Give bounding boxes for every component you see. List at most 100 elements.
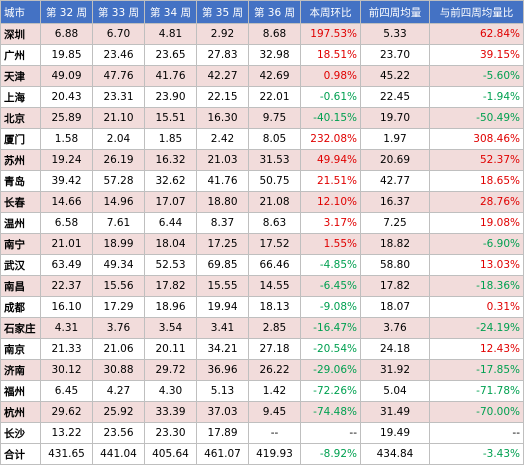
cell-w36: 8.63 (248, 212, 301, 234)
cell-city: 深圳 (0, 23, 41, 45)
cell-wow: 3.17% (300, 212, 361, 234)
header-wow: 本周环比 (300, 0, 361, 24)
cell-w33: 6.70 (92, 23, 145, 45)
cell-w34: 17.07 (144, 191, 197, 213)
cell-w36: 8.68 (248, 23, 301, 45)
cell-avg4: 45.22 (360, 65, 430, 87)
header-week-32: 第 32 周 (40, 0, 93, 24)
cell-avg4: 434.84 (360, 443, 430, 465)
cell-w32: 49.09 (40, 65, 93, 87)
cell-w36: 22.01 (248, 86, 301, 108)
cell-avg4: 23.70 (360, 44, 430, 66)
cell-w36: 8.05 (248, 128, 301, 150)
cell-w33: 17.29 (92, 296, 145, 318)
cell-wow: 12.10% (300, 191, 361, 213)
cell-w32: 22.37 (40, 275, 93, 297)
cell-w35: 5.13 (196, 380, 249, 402)
cell-w34: 23.30 (144, 422, 197, 444)
cell-vs-avg4: 18.65% (429, 170, 524, 192)
table-row: 上海 20.43 23.31 23.90 22.15 22.01 -0.61% 22.45 -1… (0, 86, 524, 108)
cell-w33: 15.56 (92, 275, 145, 297)
cell-vs-avg4: 52.37% (429, 149, 524, 171)
cell-wow: -8.92% (300, 443, 361, 465)
cell-w35: 17.25 (196, 233, 249, 255)
cell-avg4: 1.97 (360, 128, 430, 150)
cell-w36: 27.18 (248, 338, 301, 360)
cell-w32: 30.12 (40, 359, 93, 381)
cell-w34: 29.72 (144, 359, 197, 381)
cell-w36: 1.42 (248, 380, 301, 402)
cell-vs-avg4: 39.15% (429, 44, 524, 66)
cell-w33: 18.99 (92, 233, 145, 255)
cell-w34: 1.85 (144, 128, 197, 150)
cell-w33: 23.56 (92, 422, 145, 444)
cell-vs-avg4: -6.90% (429, 233, 524, 255)
header-vs-avg4: 与前四周均量比 (429, 0, 524, 24)
total-row: 合计 431.65 441.04 405.64 461.07 419.93 -8.92% 43… (0, 443, 524, 465)
cell-w32: 19.85 (40, 44, 93, 66)
cell-w36: 2.85 (248, 317, 301, 339)
cell-w36: 9.75 (248, 107, 301, 129)
table-row: 石家庄 4.31 3.76 3.54 3.41 2.85 -16.47% 3.76 -24.19… (0, 317, 524, 339)
cell-avg4: 5.33 (360, 23, 430, 45)
cell-w35: 2.92 (196, 23, 249, 45)
cell-vs-avg4: -50.49% (429, 107, 524, 129)
cell-w33: 3.76 (92, 317, 145, 339)
cell-w32: 29.62 (40, 401, 93, 423)
cell-city: 上海 (0, 86, 41, 108)
cell-avg4: 7.25 (360, 212, 430, 234)
table-row: 南宁 21.01 18.99 18.04 17.25 17.52 1.55% 18.82 -6.… (0, 233, 524, 255)
cell-w32: 4.31 (40, 317, 93, 339)
table-row: 青岛 39.42 57.28 32.62 41.76 50.75 21.51% 42.77 18… (0, 170, 524, 192)
cell-w34: 32.62 (144, 170, 197, 192)
cell-wow: 197.53% (300, 23, 361, 45)
cell-avg4: 19.49 (360, 422, 430, 444)
cell-w33: 47.76 (92, 65, 145, 87)
cell-wow: -29.06% (300, 359, 361, 381)
cell-w34: 17.82 (144, 275, 197, 297)
cell-wow: -72.26% (300, 380, 361, 402)
table-row: 天津 49.09 47.76 41.76 42.27 42.69 0.98% 45.22 -5.… (0, 65, 524, 87)
cell-wow: -4.85% (300, 254, 361, 276)
cell-w33: 49.34 (92, 254, 145, 276)
cell-w33: 23.31 (92, 86, 145, 108)
cell-vs-avg4: 308.46% (429, 128, 524, 150)
cell-w34: 4.81 (144, 23, 197, 45)
cell-avg4: 18.07 (360, 296, 430, 318)
cell-city: 苏州 (0, 149, 41, 171)
table-row: 济南 30.12 30.88 29.72 36.96 26.22 -29.06% 31.92-… (0, 359, 524, 381)
cell-wow: -9.08% (300, 296, 361, 318)
cell-w33: 4.27 (92, 380, 145, 402)
cell-w35: 42.27 (196, 65, 249, 87)
cell-w35: 34.21 (196, 338, 249, 360)
cell-vs-avg4: -24.19% (429, 317, 524, 339)
table-row: 温州 6.58 7.61 6.44 8.37 8.63 3.17% 7.25 19.08% (0, 212, 524, 234)
cell-city: 厦门 (0, 128, 41, 150)
cell-w32: 6.45 (40, 380, 93, 402)
header-week-35: 第 35 周 (196, 0, 249, 24)
cell-city: 南宁 (0, 233, 41, 255)
cell-w34: 20.11 (144, 338, 197, 360)
cell-w33: 57.28 (92, 170, 145, 192)
cell-w34: 6.44 (144, 212, 197, 234)
cell-wow: 232.08% (300, 128, 361, 150)
cell-w35: 3.41 (196, 317, 249, 339)
cell-w36: 18.13 (248, 296, 301, 318)
cell-w32: 20.43 (40, 86, 93, 108)
cell-w33: 23.46 (92, 44, 145, 66)
cell-city: 温州 (0, 212, 41, 234)
cell-city: 成都 (0, 296, 41, 318)
cell-wow: -40.15% (300, 107, 361, 129)
cell-vs-avg4: 13.03% (429, 254, 524, 276)
cell-vs-avg4: -17.85% (429, 359, 524, 381)
cell-vs-avg4: 0.31% (429, 296, 524, 318)
cell-city: 长沙 (0, 422, 41, 444)
cell-city: 武汉 (0, 254, 41, 276)
cell-wow: -20.54% (300, 338, 361, 360)
cell-avg4: 24.18 (360, 338, 430, 360)
cell-w33: 14.96 (92, 191, 145, 213)
cell-w36: 32.98 (248, 44, 301, 66)
cell-w33: 30.88 (92, 359, 145, 381)
cell-w34: 18.04 (144, 233, 197, 255)
cell-w35: 461.07 (196, 443, 249, 465)
